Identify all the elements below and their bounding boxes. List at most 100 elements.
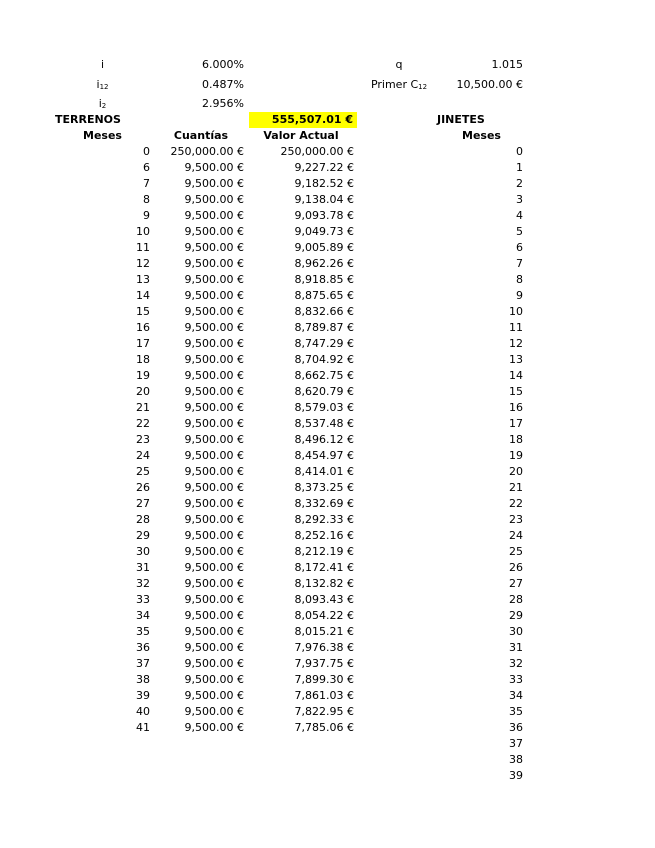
jinetes-mes-cell[interactable]: 4 bbox=[516, 209, 523, 222]
i2-value[interactable]: 2.956% bbox=[202, 97, 244, 110]
mes-cell[interactable]: 14 bbox=[136, 289, 150, 302]
jinetes-mes-cell[interactable]: 10 bbox=[509, 305, 523, 318]
jinetes-mes-cell[interactable]: 33 bbox=[509, 673, 523, 686]
jinetes-mes-cell[interactable]: 11 bbox=[509, 321, 523, 334]
jinetes-mes-cell[interactable]: 36 bbox=[509, 721, 523, 734]
mes-cell[interactable]: 37 bbox=[136, 657, 150, 670]
cuantia-cell[interactable]: 9,500.00 € bbox=[184, 689, 244, 702]
cuantia-cell[interactable]: 250,000.00 € bbox=[170, 145, 244, 158]
jinetes-mes-cell[interactable]: 38 bbox=[509, 753, 523, 766]
valor-actual-cell[interactable]: 7,976.38 € bbox=[294, 641, 354, 654]
valor-actual-cell[interactable]: 8,172.41 € bbox=[294, 561, 354, 574]
valor-actual-cell[interactable]: 7,822.95 € bbox=[294, 705, 354, 718]
valor-actual-cell[interactable]: 7,899.30 € bbox=[294, 673, 354, 686]
valor-actual-cell[interactable]: 8,252.16 € bbox=[294, 529, 354, 542]
mes-cell[interactable]: 35 bbox=[136, 625, 150, 638]
cuantia-cell[interactable]: 9,500.00 € bbox=[184, 609, 244, 622]
mes-cell[interactable]: 32 bbox=[136, 577, 150, 590]
mes-cell[interactable]: 38 bbox=[136, 673, 150, 686]
cuantia-cell[interactable]: 9,500.00 € bbox=[184, 641, 244, 654]
valor-actual-cell[interactable]: 250,000.00 € bbox=[280, 145, 354, 158]
cuantia-cell[interactable]: 9,500.00 € bbox=[184, 593, 244, 606]
jinetes-mes-cell[interactable]: 17 bbox=[509, 417, 523, 430]
jinetes-mes-cell[interactable]: 24 bbox=[509, 529, 523, 542]
valor-actual-cell[interactable]: 9,093.78 € bbox=[294, 209, 354, 222]
jinetes-mes-cell[interactable]: 13 bbox=[509, 353, 523, 366]
jinetes-mes-cell[interactable]: 34 bbox=[509, 689, 523, 702]
valor-actual-cell[interactable]: 8,454.97 € bbox=[294, 449, 354, 462]
mes-cell[interactable]: 12 bbox=[136, 257, 150, 270]
valor-actual-cell[interactable]: 9,227.22 € bbox=[294, 161, 354, 174]
mes-cell[interactable]: 33 bbox=[136, 593, 150, 606]
jinetes-mes-cell[interactable]: 26 bbox=[509, 561, 523, 574]
jinetes-mes-cell[interactable]: 37 bbox=[509, 737, 523, 750]
terrenos-total[interactable]: 555,507.01 € bbox=[249, 112, 357, 128]
cuantia-cell[interactable]: 9,500.00 € bbox=[184, 449, 244, 462]
jinetes-mes-cell[interactable]: 12 bbox=[509, 337, 523, 350]
cuantia-cell[interactable]: 9,500.00 € bbox=[184, 497, 244, 510]
cuantia-cell[interactable]: 9,500.00 € bbox=[184, 721, 244, 734]
valor-actual-cell[interactable]: 8,093.43 € bbox=[294, 593, 354, 606]
jinetes-mes-cell[interactable]: 29 bbox=[509, 609, 523, 622]
jinetes-mes-cell[interactable]: 27 bbox=[509, 577, 523, 590]
jinetes-mes-cell[interactable]: 7 bbox=[516, 257, 523, 270]
mes-cell[interactable]: 9 bbox=[143, 209, 150, 222]
cuantia-cell[interactable]: 9,500.00 € bbox=[184, 625, 244, 638]
jinetes-mes-cell[interactable]: 14 bbox=[509, 369, 523, 382]
cuantia-cell[interactable]: 9,500.00 € bbox=[184, 257, 244, 270]
mes-cell[interactable]: 8 bbox=[143, 193, 150, 206]
jinetes-mes-cell[interactable]: 9 bbox=[516, 289, 523, 302]
primer-value[interactable]: 10,500.00 € bbox=[456, 78, 523, 91]
jinetes-mes-cell[interactable]: 23 bbox=[509, 513, 523, 526]
mes-cell[interactable]: 7 bbox=[143, 177, 150, 190]
cuantia-cell[interactable]: 9,500.00 € bbox=[184, 177, 244, 190]
mes-cell[interactable]: 41 bbox=[136, 721, 150, 734]
valor-actual-cell[interactable]: 8,875.65 € bbox=[294, 289, 354, 302]
jinetes-mes-cell[interactable]: 6 bbox=[516, 241, 523, 254]
mes-cell[interactable]: 21 bbox=[136, 401, 150, 414]
mes-cell[interactable]: 40 bbox=[136, 705, 150, 718]
jinetes-mes-cell[interactable]: 15 bbox=[509, 385, 523, 398]
cuantia-cell[interactable]: 9,500.00 € bbox=[184, 561, 244, 574]
mes-cell[interactable]: 25 bbox=[136, 465, 150, 478]
i12-value[interactable]: 0.487% bbox=[202, 78, 244, 91]
cuantia-cell[interactable]: 9,500.00 € bbox=[184, 241, 244, 254]
cuantia-cell[interactable]: 9,500.00 € bbox=[184, 337, 244, 350]
cuantia-cell[interactable]: 9,500.00 € bbox=[184, 321, 244, 334]
cuantia-cell[interactable]: 9,500.00 € bbox=[184, 433, 244, 446]
jinetes-mes-cell[interactable]: 8 bbox=[516, 273, 523, 286]
cuantia-cell[interactable]: 9,500.00 € bbox=[184, 529, 244, 542]
jinetes-mes-cell[interactable]: 31 bbox=[509, 641, 523, 654]
mes-cell[interactable]: 16 bbox=[136, 321, 150, 334]
cuantia-cell[interactable]: 9,500.00 € bbox=[184, 657, 244, 670]
valor-actual-cell[interactable]: 9,005.89 € bbox=[294, 241, 354, 254]
jinetes-mes-cell[interactable]: 18 bbox=[509, 433, 523, 446]
valor-actual-cell[interactable]: 8,332.69 € bbox=[294, 497, 354, 510]
cuantia-cell[interactable]: 9,500.00 € bbox=[184, 273, 244, 286]
valor-actual-cell[interactable]: 7,861.03 € bbox=[294, 689, 354, 702]
mes-cell[interactable]: 27 bbox=[136, 497, 150, 510]
cuantia-cell[interactable]: 9,500.00 € bbox=[184, 209, 244, 222]
mes-cell[interactable]: 36 bbox=[136, 641, 150, 654]
valor-actual-cell[interactable]: 8,015.21 € bbox=[294, 625, 354, 638]
cuantia-cell[interactable]: 9,500.00 € bbox=[184, 465, 244, 478]
mes-cell[interactable]: 31 bbox=[136, 561, 150, 574]
valor-actual-cell[interactable]: 8,537.48 € bbox=[294, 417, 354, 430]
valor-actual-cell[interactable]: 8,212.19 € bbox=[294, 545, 354, 558]
valor-actual-cell[interactable]: 7,785.06 € bbox=[294, 721, 354, 734]
mes-cell[interactable]: 23 bbox=[136, 433, 150, 446]
valor-actual-cell[interactable]: 8,789.87 € bbox=[294, 321, 354, 334]
mes-cell[interactable]: 22 bbox=[136, 417, 150, 430]
cuantia-cell[interactable]: 9,500.00 € bbox=[184, 417, 244, 430]
valor-actual-cell[interactable]: 8,918.85 € bbox=[294, 273, 354, 286]
cuantia-cell[interactable]: 9,500.00 € bbox=[184, 481, 244, 494]
jinetes-mes-cell[interactable]: 39 bbox=[509, 769, 523, 782]
mes-cell[interactable]: 24 bbox=[136, 449, 150, 462]
mes-cell[interactable]: 13 bbox=[136, 273, 150, 286]
valor-actual-cell[interactable]: 8,292.33 € bbox=[294, 513, 354, 526]
jinetes-mes-cell[interactable]: 1 bbox=[516, 161, 523, 174]
valor-actual-cell[interactable]: 8,620.79 € bbox=[294, 385, 354, 398]
valor-actual-cell[interactable]: 8,496.12 € bbox=[294, 433, 354, 446]
valor-actual-cell[interactable]: 8,832.66 € bbox=[294, 305, 354, 318]
mes-cell[interactable]: 19 bbox=[136, 369, 150, 382]
